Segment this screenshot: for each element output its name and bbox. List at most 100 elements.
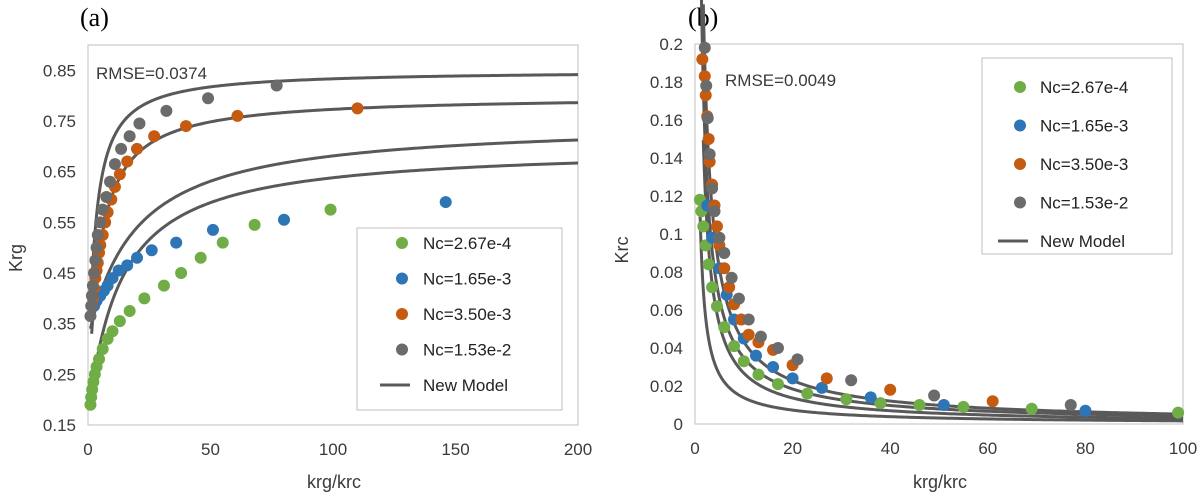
legend-label: New Model xyxy=(1040,232,1125,251)
data-point xyxy=(96,203,109,216)
legend-label: Nc=1.53e-2 xyxy=(1040,194,1128,213)
panel-a-y-ticks: 0.15 0.25 0.35 0.45 0.55 0.65 0.75 0.85 xyxy=(43,61,76,435)
panel-a: (a) Krg krg/krc 0 50 100 150 200 0.15 0.25 0.3… xyxy=(6,3,592,492)
data-point xyxy=(1025,402,1038,415)
data-point xyxy=(104,175,117,188)
x-tick-label: 80 xyxy=(1076,439,1095,458)
data-point xyxy=(840,393,853,406)
data-point xyxy=(771,378,784,391)
data-point xyxy=(750,349,762,362)
data-point xyxy=(742,328,755,341)
legend-label: Nc=3.50e-3 xyxy=(1040,155,1128,174)
data-point xyxy=(86,279,99,292)
data-point xyxy=(701,112,714,125)
data-point xyxy=(706,182,719,195)
data-point xyxy=(752,368,765,381)
data-point xyxy=(231,109,244,122)
legend-label: Nc=3.50e-3 xyxy=(423,305,511,324)
data-point xyxy=(703,148,716,161)
y-tick-label: 0.18 xyxy=(650,73,683,92)
panel-a-legend xyxy=(356,227,563,411)
y-tick-label: 0.16 xyxy=(650,111,683,130)
data-point xyxy=(1172,406,1185,419)
data-point xyxy=(351,102,364,115)
legend-label: Nc=2.67e-4 xyxy=(1040,78,1128,97)
y-tick-label: 0.12 xyxy=(650,187,683,206)
data-point xyxy=(96,343,109,355)
panel-b-y-axis-title: Krc xyxy=(612,237,632,264)
data-point xyxy=(713,231,726,244)
data-point xyxy=(94,216,107,229)
data-point xyxy=(786,372,799,385)
data-point xyxy=(767,361,780,373)
data-point xyxy=(986,395,999,408)
data-point xyxy=(957,400,970,413)
data-point xyxy=(725,271,738,284)
data-point xyxy=(1064,399,1077,411)
panel-a-y-axis-title: Krg xyxy=(6,244,26,272)
data-point xyxy=(85,299,98,312)
data-point xyxy=(710,300,723,313)
x-tick-label: 0 xyxy=(690,439,699,458)
x-tick-label: 20 xyxy=(783,439,802,458)
data-point xyxy=(698,41,711,54)
legend-label: Nc=1.53e-2 xyxy=(423,341,511,360)
data-point xyxy=(820,372,833,385)
x-tick-label: 100 xyxy=(319,440,347,459)
data-point xyxy=(106,325,119,338)
y-tick-label: 0.2 xyxy=(659,35,683,54)
data-point xyxy=(206,223,219,236)
x-tick-label: 40 xyxy=(881,439,900,458)
data-point xyxy=(133,117,146,130)
data-point xyxy=(180,120,192,133)
y-tick-label: 0.08 xyxy=(650,263,683,282)
y-tick-label: 0.65 xyxy=(43,163,76,182)
legend-marker xyxy=(1014,196,1026,209)
data-point xyxy=(160,104,173,117)
data-point xyxy=(697,220,710,233)
panel-a-label: (a) xyxy=(80,3,109,32)
data-point xyxy=(93,353,106,366)
data-point xyxy=(91,229,104,241)
y-tick-label: 0.15 xyxy=(43,416,76,435)
data-point xyxy=(801,387,814,400)
data-point xyxy=(89,254,102,267)
legend-marker xyxy=(396,308,408,320)
x-tick-label: 200 xyxy=(564,440,592,459)
data-point xyxy=(732,292,745,305)
y-tick-label: 0.1 xyxy=(659,225,683,244)
data-point xyxy=(90,241,103,254)
data-point xyxy=(723,281,736,294)
panel-b-legend-entries: Nc=2.67e-4 Nc=1.65e-3 Nc=3.50e-3 Nc=1.53e-2… xyxy=(998,78,1128,251)
data-point xyxy=(702,258,715,271)
x-tick-label: 0 xyxy=(83,440,92,459)
data-point xyxy=(706,281,719,294)
data-point xyxy=(121,155,134,168)
data-point xyxy=(113,168,126,181)
panel-a-points xyxy=(84,79,452,411)
data-point xyxy=(248,218,261,231)
data-point xyxy=(84,310,97,323)
data-point xyxy=(928,389,941,402)
data-point xyxy=(123,305,136,317)
data-point xyxy=(718,321,731,334)
data-point xyxy=(216,236,229,249)
x-tick-label: 60 xyxy=(978,439,997,458)
legend-label: Nc=1.65e-3 xyxy=(1040,117,1128,136)
data-point xyxy=(874,397,887,410)
data-point xyxy=(791,353,804,366)
panel-a-rmse-annotation: RMSE=0.0374 xyxy=(96,64,207,83)
legend-marker xyxy=(1014,119,1026,132)
legend-label: Nc=1.65e-3 xyxy=(423,270,511,289)
data-point xyxy=(708,205,721,218)
data-point xyxy=(884,383,897,396)
data-point xyxy=(771,342,784,354)
data-point xyxy=(754,330,767,343)
data-point xyxy=(815,381,828,394)
panel-b-x-ticks: 0 20 40 60 80 100 xyxy=(690,439,1197,458)
panel-b-plot-area xyxy=(694,43,1184,425)
data-point xyxy=(710,220,723,233)
y-tick-label: 0.45 xyxy=(43,264,76,283)
data-point xyxy=(702,133,715,145)
